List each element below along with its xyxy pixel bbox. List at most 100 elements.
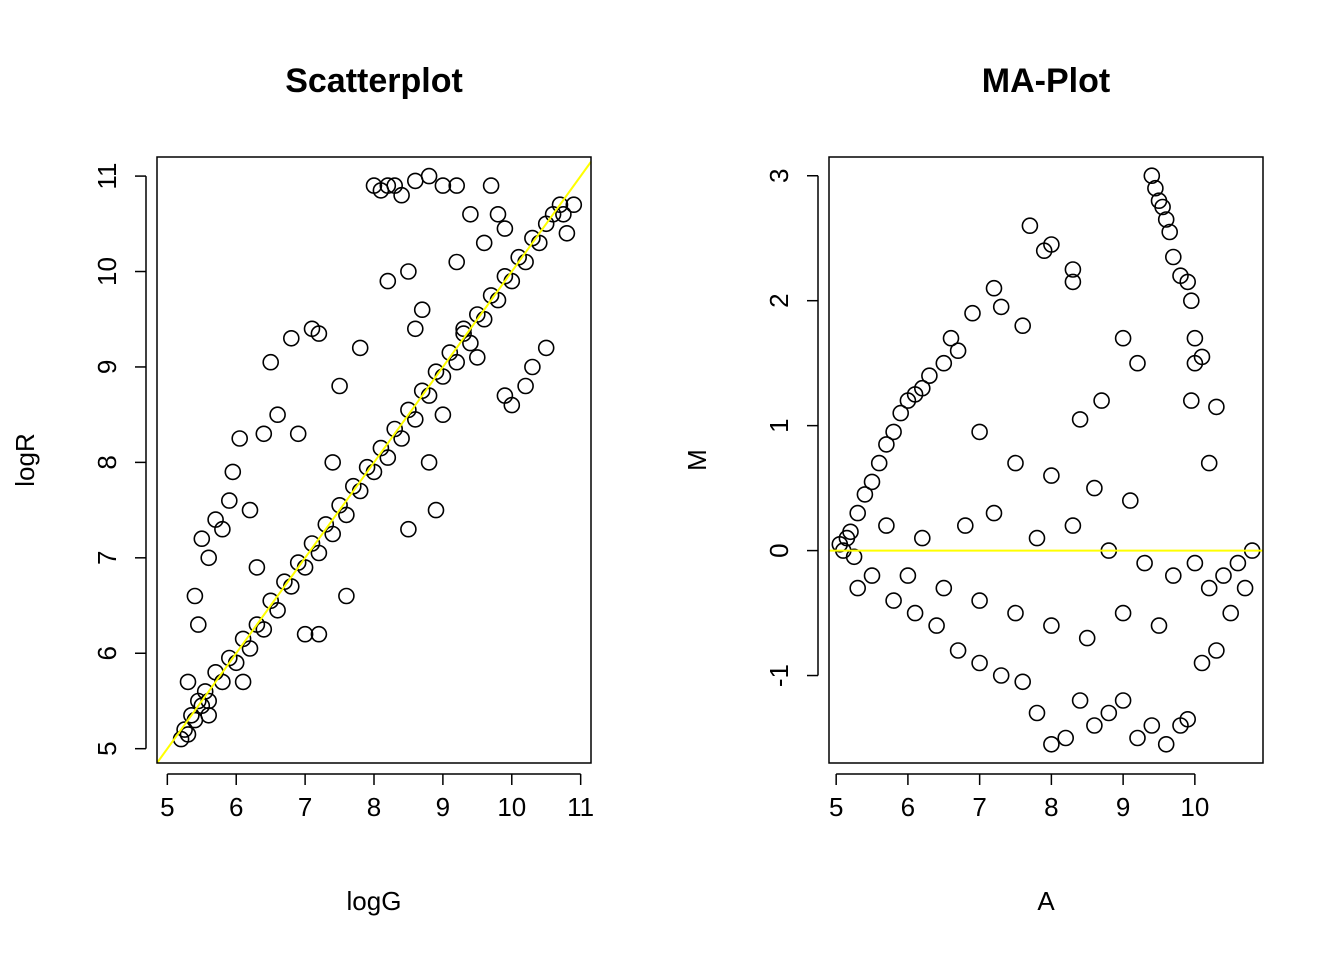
maplot-point-68 [1157, 735, 1175, 753]
maplot-point-56 [971, 654, 988, 672]
scatterplot-x-tick-label: 6 [229, 792, 243, 822]
maplot-title: MA-Plot [982, 62, 1110, 100]
maplot-point-60 [1043, 735, 1060, 753]
scatterplot-point-26 [324, 525, 342, 543]
maplot-point-34 [1183, 292, 1200, 310]
scatterplot-point-74 [289, 425, 307, 443]
scatterplot-point-24 [310, 544, 328, 562]
maplot-point-50 [849, 579, 867, 597]
maplot-point-11 [913, 379, 931, 397]
scatterplot-point-87 [434, 177, 452, 194]
maplot-point-22 [1043, 236, 1060, 253]
maplot-point-2 [849, 504, 867, 522]
maplot-point-83 [1007, 604, 1024, 622]
maplot-point-76 [1229, 554, 1247, 572]
scatterplot-point-90 [462, 206, 479, 223]
maplot-point-77 [1215, 567, 1232, 584]
maplot-y-tick-label: 2 [764, 293, 794, 307]
maplot-point-81 [1078, 629, 1096, 647]
maplot-point-67 [1143, 717, 1161, 734]
scatterplot-point-7 [196, 683, 214, 700]
scatterplot-point-62 [200, 549, 217, 567]
scatterplot-point-108 [517, 377, 534, 395]
maplot-point-19 [1014, 317, 1032, 335]
maplot-point-4 [863, 473, 881, 491]
maplot-point-6 [878, 436, 895, 453]
maplot-point-78 [1200, 579, 1218, 597]
maplot-point-40 [1200, 454, 1218, 472]
scatterplot-point-69 [269, 406, 286, 424]
scatterplot-points [172, 167, 583, 748]
maplot-point-72 [1208, 642, 1225, 659]
scatterplot-point-106 [524, 358, 541, 376]
scatterplot-point-78 [400, 263, 417, 280]
scatterplot-point-100 [296, 625, 314, 643]
scatterplot-plot-frame [156, 156, 592, 764]
maplot-point-85 [935, 579, 953, 597]
scatterplot-point-95 [468, 349, 486, 366]
maplot-point-39 [1208, 398, 1225, 416]
scatterplot-point-60 [186, 587, 204, 605]
scatterplot-x-tick-label: 7 [298, 792, 312, 822]
maplot-point-28 [1154, 198, 1171, 216]
maplot-x-tick-label: 8 [1044, 792, 1058, 822]
maplot-x-tick-label: 10 [1180, 792, 1209, 822]
scatterplot-reference-line [156, 161, 592, 764]
maplot-y-tick-label: 0 [764, 543, 794, 557]
maplot-point-24 [1064, 273, 1082, 291]
scatterplot-point-79 [413, 301, 431, 319]
maplot-points [831, 167, 1261, 753]
maplot-point-87 [878, 517, 895, 534]
maplot-point-80 [1114, 604, 1132, 622]
scatterplot-point-77 [379, 272, 397, 290]
scatterplot-point-117 [324, 454, 342, 471]
scatterplot-point-71 [282, 329, 300, 347]
maplot-point-12 [921, 367, 938, 385]
maplot-point-57 [992, 667, 1010, 684]
maplot-point-97 [845, 548, 863, 566]
scatterplot-point-46 [462, 334, 479, 352]
scatterplot-point-2 [179, 726, 197, 743]
scatterplot-point-82 [379, 177, 397, 194]
scatterplot-point-111 [565, 196, 583, 213]
maplot-point-47 [1043, 467, 1060, 484]
scatterplot-x-tick-label: 5 [160, 792, 174, 822]
maplot-point-62 [1071, 692, 1089, 709]
maplot-y-axis-label: M [682, 449, 712, 471]
maplot-point-43 [1093, 392, 1110, 409]
maplot-point-51 [863, 567, 881, 584]
maplot-point-66 [1129, 729, 1146, 747]
maplot-point-52 [885, 592, 902, 609]
maplot-point-30 [1161, 223, 1178, 241]
scatterplot-point-109 [503, 396, 521, 414]
maplot-point-55 [949, 642, 967, 659]
scatterplot-point-99 [427, 501, 445, 519]
maplot-point-17 [985, 279, 1003, 297]
scatterplot-y-axis-label: logR [10, 433, 40, 486]
scatterplot-point-114 [248, 559, 266, 576]
scatterplot-point-112 [555, 206, 572, 223]
scatterplot-point-113 [241, 501, 259, 519]
maplot-point-13 [935, 354, 953, 372]
maplot-point-63 [1086, 717, 1103, 734]
scatterplot-y-tick-label: 9 [92, 360, 122, 374]
scatterplot-point-110 [558, 225, 576, 242]
scatterplot-point-70 [262, 353, 280, 371]
maplot-point-54 [928, 617, 945, 634]
maplot-point-90 [985, 504, 1003, 522]
maplot-point-38 [1183, 392, 1200, 409]
maplot-point-70 [1179, 710, 1196, 728]
maplot-point-79 [1150, 617, 1168, 634]
maplot-x-tick-label: 5 [829, 792, 843, 822]
maplot-point-73 [1222, 604, 1239, 622]
maplot-point-20 [1021, 217, 1039, 234]
scatterplot-point-34 [379, 449, 397, 466]
maplot-point-35 [1186, 329, 1204, 347]
maplot-point-59 [1028, 704, 1046, 722]
maplot-point-95 [1165, 567, 1182, 584]
maplot-point-71 [1193, 654, 1211, 672]
maplot-point-18 [992, 298, 1010, 316]
scatterplot-point-97 [420, 454, 438, 471]
